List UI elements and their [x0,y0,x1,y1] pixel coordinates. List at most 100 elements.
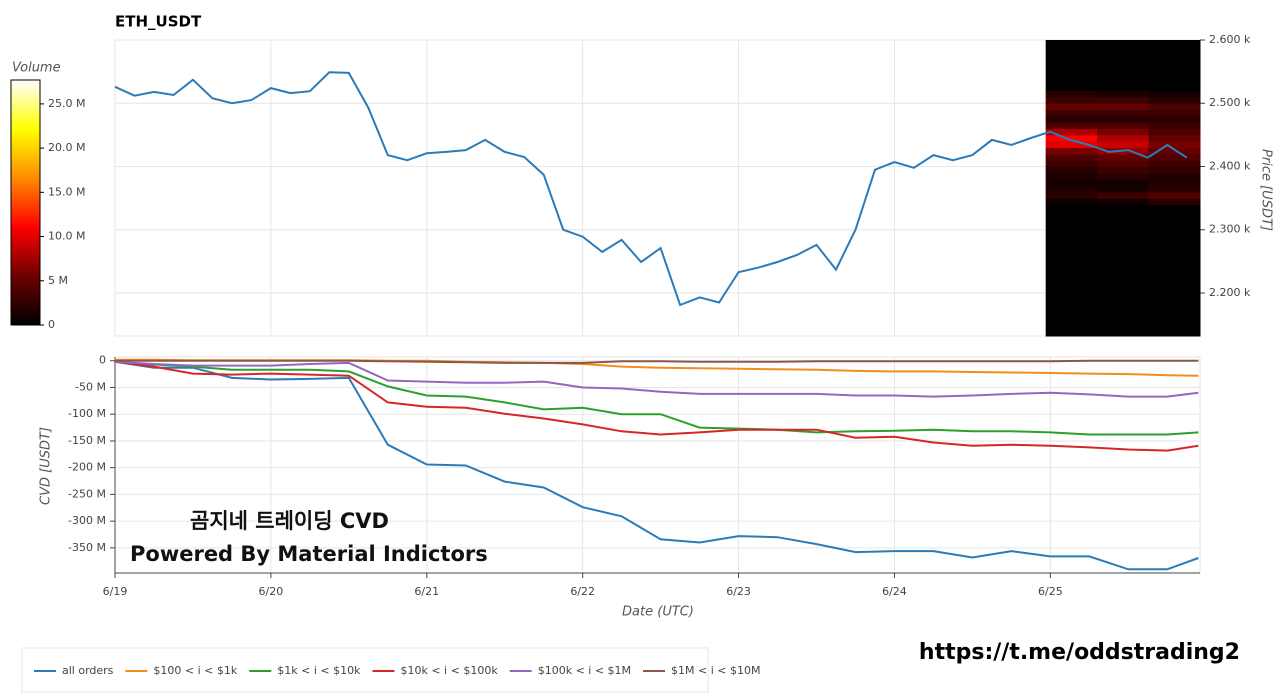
heatmap-cell [1097,134,1150,142]
y-tick-label: 0 [99,354,106,367]
x-tick-label: 6/23 [726,585,751,598]
heatmap-cell [1097,115,1150,123]
colorbar-tick-label: 15.0 M [48,185,85,198]
x-tick-label: 6/22 [570,585,595,598]
heatmap-cell [1097,185,1150,193]
y-tick-label: -200 M [68,461,106,474]
heatmap-cell [1045,160,1098,167]
heatmap-cell [1045,153,1098,161]
heatmap-cell [1148,185,1201,193]
heatmap-cell [1045,40,1098,92]
heatmap-cell [1097,40,1150,92]
heatmap-cell [1148,198,1201,205]
series-line [114,360,1199,571]
heatmap-cell [1148,191,1201,199]
heatmap-cell [1148,122,1201,130]
heatmap-cell [1045,103,1098,111]
legend-label: $10k < i < $100k [400,664,498,677]
y-tick-label: 2.200 k [1209,286,1251,299]
heatmap-cell [1045,166,1098,174]
y-axis-label: CVD [USDT] [39,427,54,505]
heatmap-cell [1148,96,1201,104]
legend-label: $100k < i < $1M [538,664,631,677]
y-tick-label: -100 M [68,407,106,420]
heatmap-cell [1148,109,1201,117]
y-tick-label: -150 M [68,434,106,447]
heatmap-cell [1097,122,1150,130]
colorbar-tick-label: 25.0 M [48,97,85,110]
colorbar-tick-label: 10.0 M [48,230,85,243]
chart-title: ETH_USDT [115,13,202,31]
heatmap-cell [1148,147,1201,155]
heatmap-cell [1045,134,1098,142]
heatmap-cell [1045,115,1098,123]
legend-label: $1k < i < $10k [277,664,361,677]
x-tick-label: 6/24 [882,585,907,598]
plot-frame [114,356,1201,574]
colorbar-tick-label: 20.0 M [48,141,85,154]
heatmap-cell [1045,147,1098,155]
series-line [114,360,1199,436]
heatmap-cell [1097,204,1150,337]
heatmap-cell [1097,198,1150,205]
heatmap-cell [1097,103,1150,111]
heatmap-cell [1097,160,1150,167]
y-axis-label: Price [USDT] [1259,149,1274,231]
heatmap-cell [1148,103,1201,111]
heatmap-cell [1097,96,1150,104]
watermark: 곰지네 트레이딩 CVD [190,509,389,533]
heatmap-cell [1148,115,1201,123]
heatmap-cell [1045,179,1098,186]
heatmap-cell [1045,141,1098,149]
y-tick-label: 2.600 k [1209,33,1251,46]
series-line [114,71,1188,307]
plot-frame [114,39,1201,337]
colorbar-title: Volume [12,61,61,76]
heatmap-cell [1097,166,1150,174]
watermark: Powered By Material Indictors [130,542,488,566]
heatmap-cell [1045,128,1098,136]
heatmap-cell [1097,109,1150,117]
heatmap-cell [1148,90,1201,98]
heatmap-cell [1148,172,1201,180]
x-axis-label: Date (UTC) [622,605,694,620]
heatmap-cell [1097,128,1150,136]
heatmap-cell [1097,191,1150,199]
y-tick-label: -350 M [68,541,106,554]
heatmap-cell [1148,153,1201,161]
heatmap-cell [1045,198,1098,205]
y-tick-label: 2.300 k [1209,223,1251,236]
series-line [114,360,1199,398]
heatmap-cell [1045,122,1098,130]
y-tick-label: 2.500 k [1209,96,1251,109]
y-tick-label: 2.400 k [1209,159,1251,172]
heatmap-cell [1045,90,1098,98]
heatmap-cell [1148,128,1201,136]
heatmap-cell [1148,134,1201,142]
legend-label: $1M < i < $10M [671,664,760,677]
x-tick-label: 6/19 [103,585,128,598]
x-tick-label: 6/25 [1038,585,1063,598]
heatmap-cell [1045,109,1098,117]
x-tick-label: 6/21 [414,585,439,598]
heatmap-cell [1097,172,1150,180]
heatmap-cell [1148,204,1201,337]
colorbar [10,79,41,326]
heatmap-cell [1045,172,1098,180]
legend-label: all orders [62,664,114,677]
x-tick-label: 6/20 [259,585,284,598]
link: https://t.me/oddstrading2 [919,640,1240,665]
series-line [115,359,1199,364]
heatmap-cell [1045,185,1098,193]
y-tick-label: -50 M [75,380,106,393]
heatmap-cell [1097,141,1150,149]
y-tick-label: -300 M [68,514,106,527]
series-line [114,360,1199,452]
heatmap-cell [1045,191,1098,199]
legend-label: $100 < i < $1k [153,664,237,677]
heatmap-cell [1148,40,1201,92]
heatmap-cell [1148,179,1201,186]
heatmap-cell [1045,204,1098,337]
